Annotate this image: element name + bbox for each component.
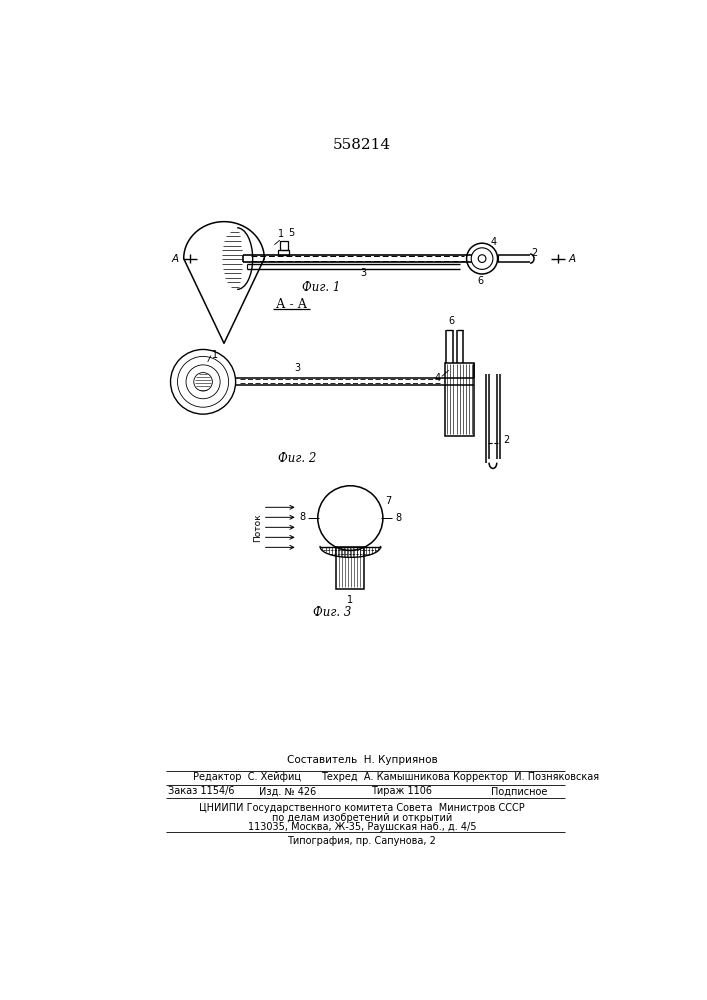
Text: Изд. № 426: Изд. № 426 xyxy=(259,786,316,796)
Bar xyxy=(445,363,474,436)
Text: 6: 6 xyxy=(448,316,454,326)
Text: 113035, Москва, Ж-35, Раушская наб., д. 4/5: 113035, Москва, Ж-35, Раушская наб., д. … xyxy=(247,822,477,832)
Text: Фиг. 2: Фиг. 2 xyxy=(279,452,317,465)
Text: ЦНИИПИ Государственного комитета Совета  Министров СССР: ЦНИИПИ Государственного комитета Совета … xyxy=(199,803,525,813)
Text: 5: 5 xyxy=(288,228,295,238)
Text: 7: 7 xyxy=(385,496,392,506)
Text: 8: 8 xyxy=(395,513,402,523)
Text: 2: 2 xyxy=(503,435,509,445)
Text: 1: 1 xyxy=(278,229,284,239)
Text: Поток: Поток xyxy=(253,513,262,542)
Text: 6: 6 xyxy=(477,276,484,286)
Text: А: А xyxy=(569,254,576,264)
Text: 3: 3 xyxy=(361,268,366,278)
Text: 558214: 558214 xyxy=(333,138,391,152)
Text: 2: 2 xyxy=(532,248,538,258)
Text: 1: 1 xyxy=(212,350,218,360)
Text: Типография, пр. Сапунова, 2: Типография, пр. Сапунова, 2 xyxy=(288,836,436,846)
Text: 8: 8 xyxy=(299,512,305,522)
Bar xyxy=(280,241,288,250)
Text: 4: 4 xyxy=(435,373,441,383)
Text: А - А: А - А xyxy=(276,298,307,311)
Text: Подписное: Подписное xyxy=(491,786,548,796)
Text: Фиг. 1: Фиг. 1 xyxy=(302,281,340,294)
Text: Редактор  С. Хейфиц: Редактор С. Хейфиц xyxy=(193,772,301,782)
Text: Корректор  И. Позняковская: Корректор И. Позняковская xyxy=(452,772,599,782)
Text: Фиг. 3: Фиг. 3 xyxy=(313,606,351,619)
Text: Заказ 1154/6: Заказ 1154/6 xyxy=(168,786,235,796)
Text: 1: 1 xyxy=(347,595,354,605)
Text: Составитель  Н. Куприянов: Составитель Н. Куприянов xyxy=(286,755,438,765)
Bar xyxy=(337,547,364,589)
Bar xyxy=(279,250,289,255)
Text: Тираж 1106: Тираж 1106 xyxy=(371,786,432,796)
Text: по делам изобретений и открытий: по делам изобретений и открытий xyxy=(271,813,452,823)
Text: Техред  А. Камышникова: Техред А. Камышникова xyxy=(321,772,450,782)
Text: 3: 3 xyxy=(295,363,300,373)
Text: 4: 4 xyxy=(491,237,497,247)
Text: А: А xyxy=(171,254,178,264)
